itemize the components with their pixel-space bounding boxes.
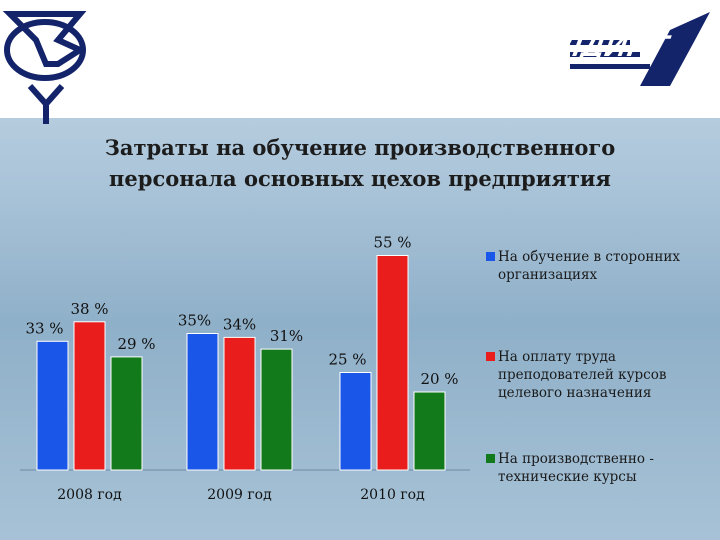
legend-swatch bbox=[486, 352, 495, 361]
bar-1-1 bbox=[223, 336, 256, 471]
bar-0-1 bbox=[73, 321, 106, 471]
legend-label: На оплату труда преподователей курсов це… bbox=[498, 349, 667, 401]
legend-swatch bbox=[486, 252, 495, 261]
legend-label: На производственно - технические курсы bbox=[498, 451, 654, 485]
data-label-1-1: 34% bbox=[223, 315, 256, 333]
data-label-0-0: 33 % bbox=[25, 319, 63, 337]
data-label-0-1: 38 % bbox=[70, 300, 108, 318]
bar-1-2 bbox=[260, 348, 293, 471]
category-label-2: 2010 год bbox=[360, 487, 425, 503]
bar-2-0 bbox=[339, 372, 372, 471]
bar-2-2 bbox=[413, 391, 446, 471]
bar-0-0 bbox=[36, 340, 69, 471]
data-label-2-1: 55 % bbox=[373, 234, 411, 252]
legend-label: На обучение в сторонних организациях bbox=[498, 249, 680, 283]
data-label-1-2: 31% bbox=[270, 327, 303, 345]
company-emblem-icon bbox=[2, 11, 87, 124]
header: АВИАПРИБОР-ХОЛДИНГ bbox=[0, 0, 720, 124]
chart-title: Затраты на обучение производственного пе… bbox=[104, 135, 616, 191]
bar-2-1 bbox=[376, 255, 409, 471]
legend-swatch bbox=[486, 454, 495, 463]
airplane-silhouette-icon bbox=[260, 12, 710, 86]
bar-1-0 bbox=[186, 333, 219, 471]
bar-0-2 bbox=[110, 356, 143, 471]
category-label-1: 2009 год bbox=[207, 487, 272, 503]
data-label-0-2: 29 % bbox=[117, 335, 155, 353]
category-label-0: 2008 год bbox=[57, 487, 122, 503]
data-label-2-2: 20 % bbox=[420, 370, 458, 388]
brand-banner: АВИАПРИБОР-ХОЛДИНГ bbox=[240, 0, 720, 118]
data-label-1-0: 35% bbox=[178, 312, 211, 330]
data-label-2-0: 25 % bbox=[328, 351, 366, 369]
